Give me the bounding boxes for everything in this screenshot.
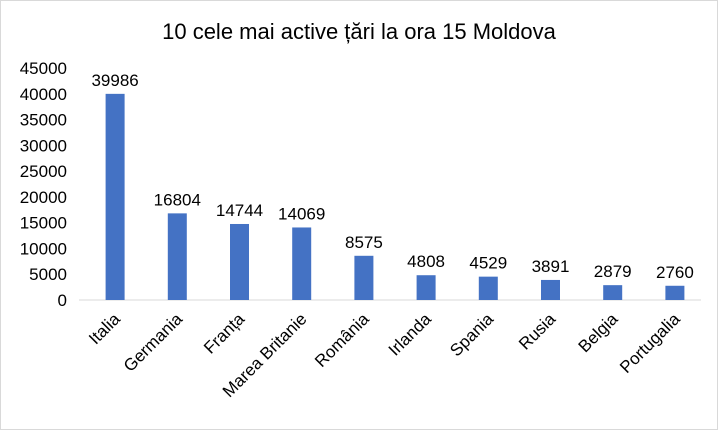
category-label: Irlanda	[385, 309, 436, 360]
bars-group	[105, 93, 685, 301]
bar	[665, 285, 685, 300]
category-label: Rusia	[515, 309, 560, 354]
category-label: Franța	[200, 309, 249, 358]
data-label: 14744	[216, 201, 263, 220]
data-label: 16804	[154, 190, 201, 209]
y-tick-label: 35000	[20, 111, 67, 130]
data-label: 3891	[532, 257, 570, 276]
category-label: Germania	[120, 309, 187, 376]
y-axis-ticks: 0 5000 10000 15000 20000 25000 30000 35000 40000…	[20, 59, 67, 310]
bar	[541, 279, 560, 300]
category-label: Spania	[446, 309, 497, 360]
y-tick-label: 25000	[20, 162, 67, 181]
y-tick-label: 5000	[29, 265, 67, 284]
y-tick-label: 40000	[20, 85, 67, 104]
chart-title: 10 cele mai active țări la ora 15 Moldov…	[162, 19, 557, 44]
data-label: 8575	[345, 233, 383, 252]
bar	[603, 285, 623, 300]
bar	[478, 276, 498, 300]
category-label: România	[311, 309, 373, 371]
bar	[416, 275, 436, 300]
y-tick-label: 20000	[20, 188, 67, 207]
data-label: 14069	[278, 204, 325, 223]
data-label: 2879	[594, 262, 632, 281]
bar	[354, 255, 374, 300]
bar	[292, 227, 312, 300]
y-tick-label: 10000	[20, 239, 67, 258]
bar	[230, 223, 249, 300]
data-label: 4808	[407, 252, 445, 271]
bar	[105, 93, 125, 301]
data-label: 4529	[469, 254, 507, 273]
bar	[167, 213, 187, 300]
data-label: 2760	[656, 263, 694, 282]
category-label: Italia	[85, 309, 124, 348]
category-label: Portugalia	[616, 309, 684, 377]
y-tick-label: 30000	[20, 136, 67, 155]
data-labels-group: 39986 16804 14744 14069 8575 4808 4529 3891 2879…	[91, 71, 693, 282]
y-tick-label: 45000	[20, 59, 67, 78]
y-tick-label: 0	[58, 291, 67, 310]
y-tick-label: 15000	[20, 214, 67, 233]
data-label: 39986	[91, 71, 138, 90]
category-label: Belgia	[575, 309, 622, 356]
